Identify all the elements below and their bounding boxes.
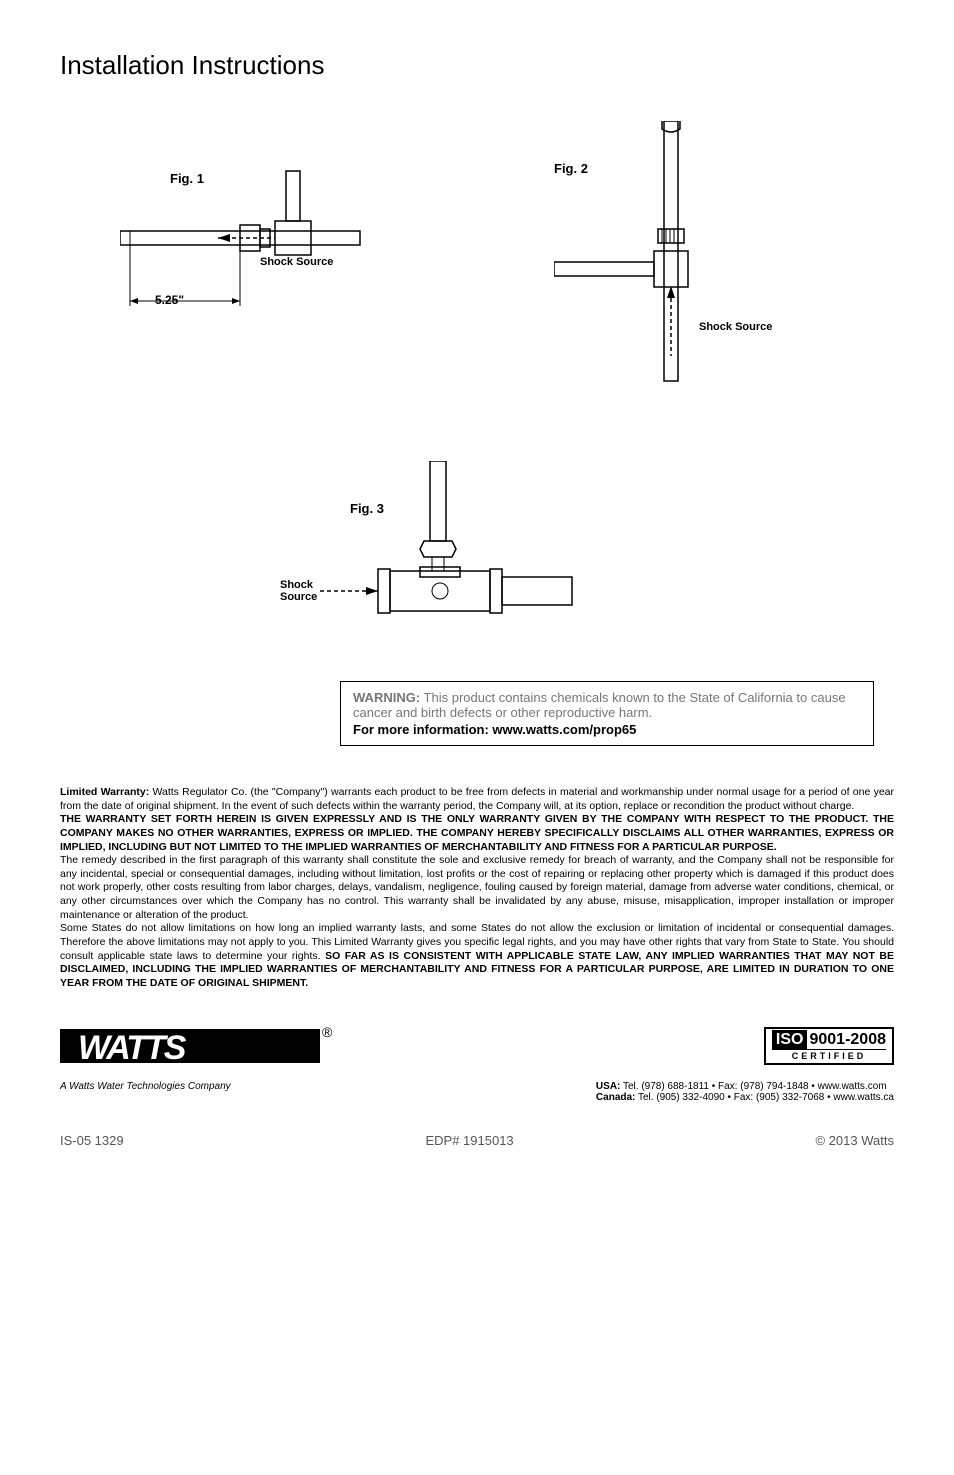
bottom-footer: IS-05 1329 EDP# 1915013 © 2013 Watts: [60, 1133, 894, 1148]
figure-2: Fig. 2 Shock Source: [554, 121, 814, 396]
iso-badge: ISO9001-2008 CERTIFIED: [764, 1027, 894, 1065]
svg-text:WATTS: WATTS: [78, 1029, 187, 1067]
fig1-shock-label: Shock Source: [260, 256, 333, 268]
footer-info: A Watts Water Technologies Company USA: …: [60, 1081, 894, 1103]
contact-canada: Canada: Tel. (905) 332-4090 • Fax: (905)…: [596, 1092, 894, 1103]
usa-label: USA:: [596, 1081, 620, 1092]
warranty-p1: Watts Regulator Co. (the "Company") warr…: [60, 786, 894, 812]
diagrams-container: Fig. 1 Shock Source 5.25" Fi: [60, 121, 894, 641]
footer-right: © 2013 Watts: [816, 1133, 894, 1148]
figure-1: Fig. 1 Shock Source 5.25": [120, 141, 400, 346]
footer-left: IS-05 1329: [60, 1133, 124, 1148]
warning-text: WARNING: This product contains chemicals…: [353, 690, 861, 720]
footer-logos: WATTS ® ISO9001-2008 CERTIFIED: [60, 1021, 894, 1071]
warranty-lead: Limited Warranty:: [60, 786, 149, 798]
company-tagline: A Watts Water Technologies Company: [60, 1081, 231, 1092]
warranty-p2: THE WARRANTY SET FORTH HEREIN IS GIVEN E…: [60, 813, 894, 852]
watts-logo-svg: WATTS ®: [60, 1021, 340, 1071]
fig2-diagram: [554, 121, 814, 391]
iso-text: ISO: [772, 1030, 808, 1049]
fig3-shock-label: Shock Source: [280, 579, 317, 603]
warning-more-info: For more information: www.watts.com/prop…: [353, 722, 861, 737]
canada-label: Canada:: [596, 1092, 635, 1103]
fig1-label: Fig. 1: [170, 171, 204, 186]
fig2-label: Fig. 2: [554, 161, 588, 176]
footer-center: EDP# 1915013: [425, 1133, 513, 1148]
fig2-shock-label: Shock Source: [699, 321, 772, 333]
contact-usa: USA: Tel. (978) 688-1811 • Fax: (978) 79…: [596, 1081, 894, 1092]
figure-3: Fig. 3 Shock Source: [300, 461, 600, 646]
warranty-p3: The remedy described in the first paragr…: [60, 854, 894, 921]
fig3-label: Fig. 3: [350, 501, 384, 516]
usa-body: Tel. (978) 688-1811 • Fax: (978) 794-184…: [620, 1081, 886, 1092]
iso-num: 9001-2008: [809, 1031, 886, 1048]
iso-number: ISO9001-2008: [772, 1031, 886, 1049]
warning-box: WARNING: This product contains chemicals…: [340, 681, 874, 746]
iso-certified: CERTIFIED: [772, 1049, 886, 1061]
watts-logo: WATTS ®: [60, 1021, 340, 1071]
warning-body: This product contains chemicals known to…: [353, 690, 846, 720]
svg-text:®: ®: [322, 1024, 333, 1040]
page-title: Installation Instructions: [60, 50, 894, 81]
fig1-diagram: [120, 141, 400, 341]
fig1-dimension: 5.25": [155, 293, 184, 307]
canada-body: Tel. (905) 332-4090 • Fax: (905) 332-706…: [635, 1092, 894, 1103]
contact-info: USA: Tel. (978) 688-1811 • Fax: (978) 79…: [596, 1081, 894, 1103]
warning-title: WARNING:: [353, 690, 420, 705]
warranty-text: Limited Warranty: Watts Regulator Co. (t…: [60, 786, 894, 991]
fig3-diagram: [300, 461, 600, 641]
